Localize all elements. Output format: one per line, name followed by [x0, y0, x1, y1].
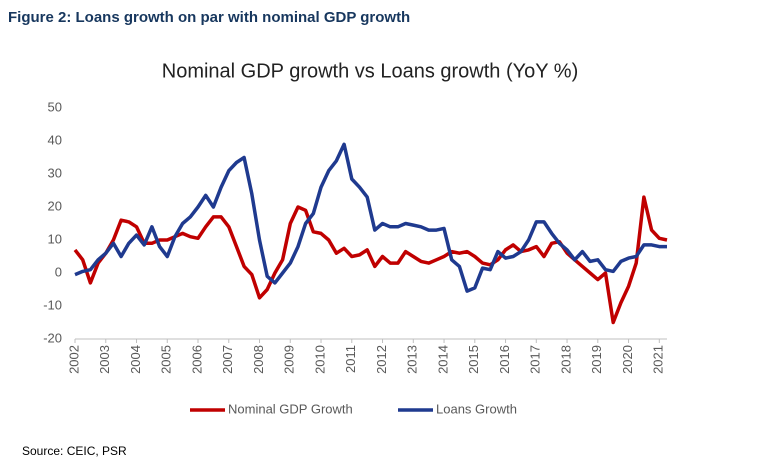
x-tick-label: 2005 [159, 345, 174, 374]
legend-label: Nominal GDP Growth [228, 401, 353, 416]
x-tick-label: 2003 [97, 345, 112, 374]
x-tick-label: 2014 [435, 345, 450, 374]
x-tick-label: 2017 [528, 345, 543, 374]
x-tick-label: 2002 [66, 345, 81, 374]
x-tick-label: 2021 [651, 345, 666, 374]
x-tick-label: 2010 [312, 345, 327, 374]
y-tick-label: 20 [48, 198, 62, 213]
y-tick-label: 0 [55, 264, 62, 279]
x-tick-label: 2009 [282, 345, 297, 374]
series-line [74, 142, 667, 293]
x-tick-label: 2008 [251, 345, 266, 374]
y-tick-label: -20 [43, 330, 62, 345]
legend-label: Loans Growth [436, 401, 517, 416]
x-tick-label: 2018 [558, 345, 573, 374]
y-tick-label: 10 [48, 231, 62, 246]
y-tick-label: -10 [43, 297, 62, 312]
x-tick-label: 2016 [497, 345, 512, 374]
x-tick-label: 2020 [620, 345, 635, 374]
y-tick-label: 40 [48, 132, 62, 147]
x-tick-label: 2007 [220, 345, 235, 374]
x-tick-label: 2012 [374, 345, 389, 374]
x-tick-label: 2019 [589, 345, 604, 374]
y-tick-label: 30 [48, 165, 62, 180]
x-tick-label: 2006 [189, 345, 204, 374]
x-tick-label: 2011 [343, 345, 358, 373]
y-tick-label: 50 [48, 99, 62, 114]
x-tick-label: 2013 [405, 345, 420, 374]
x-tick-label: 2015 [466, 345, 481, 374]
x-tick-label: 2004 [128, 345, 143, 374]
source-note: Source: CEIC, PSR [22, 444, 127, 458]
figure-caption: Figure 2: Loans growth on par with nomin… [8, 9, 410, 26]
chart-title: Nominal GDP growth vs Loans growth (YoY … [162, 60, 579, 82]
